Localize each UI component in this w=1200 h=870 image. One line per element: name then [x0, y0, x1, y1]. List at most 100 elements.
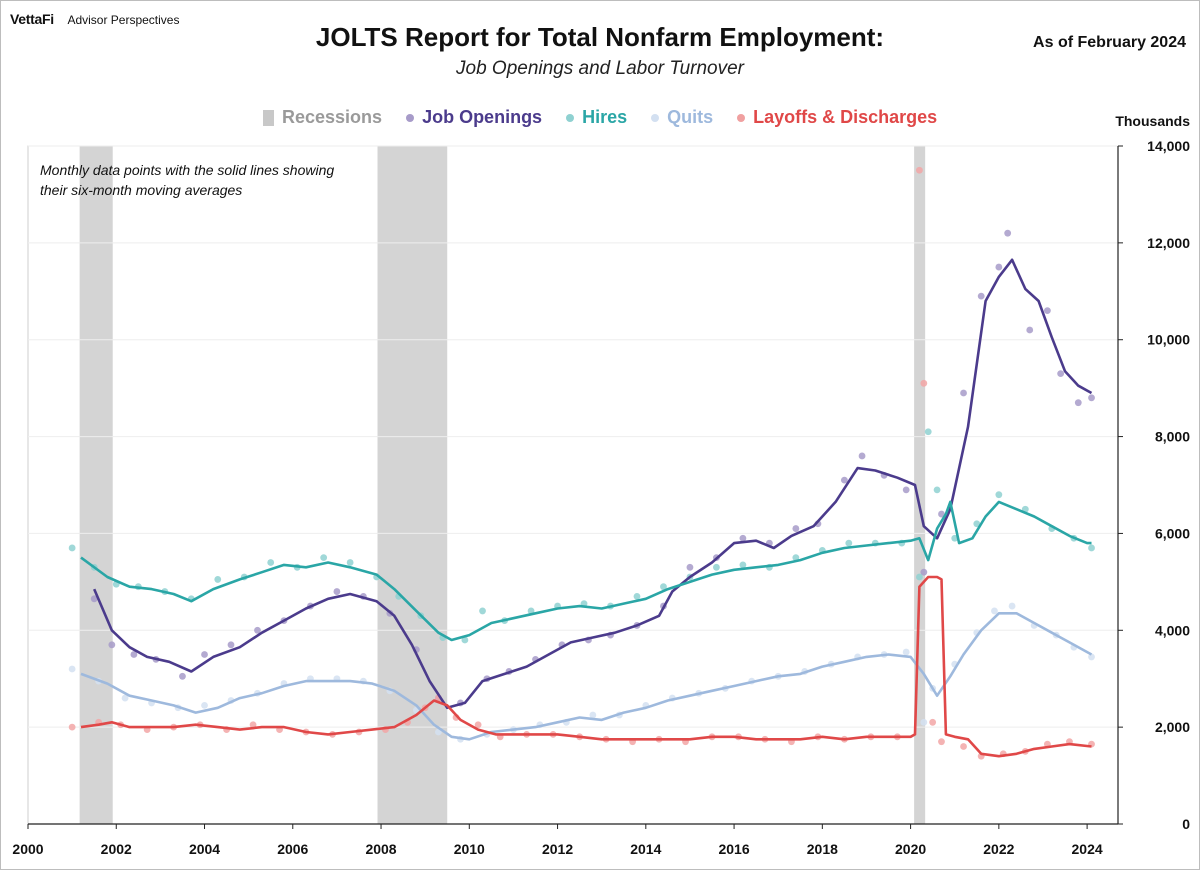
layoffs-discharges-point: [68, 723, 76, 731]
hires-point: [995, 491, 1003, 499]
hires-line: [80, 500, 1092, 642]
quits-point: [201, 701, 208, 709]
quits-point: [920, 718, 928, 726]
x-tick-label: 2024: [1072, 841, 1103, 857]
quits-point: [589, 711, 597, 719]
job-openings-point: [254, 626, 261, 634]
y-tick-label: 14,000: [1147, 138, 1190, 154]
quits-point: [1008, 602, 1016, 610]
hires-point: [713, 563, 720, 571]
job-openings-point: [201, 651, 208, 658]
hires-point: [739, 561, 747, 569]
job-openings-point: [1043, 307, 1051, 315]
x-tick-label: 2000: [12, 841, 43, 857]
vettafi-logo: VettaFi: [10, 11, 54, 27]
chart-subtitle: Job Openings and Labor Turnover: [456, 58, 744, 79]
brand: VettaFi Advisor Perspectives: [10, 11, 179, 27]
job-openings-point: [1088, 394, 1095, 402]
y-tick-label: 12,000: [1147, 235, 1190, 251]
chart-note: Monthly data points with the solid lines…: [40, 162, 335, 198]
job-openings-point: [739, 534, 747, 542]
quits-point: [1088, 653, 1095, 661]
y-tick-label: 4,000: [1155, 622, 1190, 638]
y-tick-label: 8,000: [1155, 429, 1190, 445]
job-openings-point: [1074, 399, 1082, 407]
hires-point: [633, 592, 641, 600]
recession-band-0: [79, 146, 113, 824]
job-openings-point: [108, 641, 116, 649]
quits-point: [68, 665, 76, 673]
hires-point: [214, 576, 222, 583]
job-openings-point: [686, 563, 694, 571]
legend-item-quits: Quits: [651, 107, 713, 128]
layoffs-discharges-point: [474, 721, 482, 729]
legend-label: Quits: [667, 107, 714, 127]
y-axis-units: Thousands: [1115, 113, 1190, 129]
y-tick-label: 2,000: [1155, 719, 1190, 735]
legend-label: Recessions: [282, 107, 383, 127]
hires-point: [461, 636, 469, 644]
x-tick-label: 2020: [895, 841, 926, 857]
job-openings-point: [179, 672, 186, 680]
job-openings-point: [333, 588, 341, 595]
job-openings-point: [792, 525, 800, 532]
legend-label: Hires: [582, 107, 628, 127]
legend-item-recessions: Recessions: [263, 107, 382, 128]
legend-item-job-openings: Job Openings: [406, 107, 542, 128]
hires-point: [479, 607, 486, 615]
hires-point: [792, 554, 800, 562]
job-openings-point: [840, 476, 848, 484]
as-of-date: As of February 2024: [1033, 34, 1186, 51]
job-openings-point: [1057, 370, 1065, 378]
layoffs-discharges-point: [938, 738, 945, 746]
job-openings-dot-icon: [406, 113, 415, 122]
job-openings-point: [995, 263, 1003, 271]
x-tick-label: 2022: [983, 841, 1014, 857]
legend-label: Job Openings: [422, 107, 543, 127]
job-openings-point: [902, 486, 910, 494]
recession-band-2: [914, 146, 926, 824]
job-openings-point: [977, 292, 985, 300]
job-openings-point: [960, 389, 967, 397]
hires-point: [267, 559, 275, 566]
y-tick-label: 10,000: [1147, 332, 1190, 348]
hires-point: [660, 583, 667, 591]
job-openings-point: [858, 452, 866, 460]
layoffs-discharges-line: [80, 575, 1092, 758]
recession-band-1: [377, 146, 448, 824]
layoffs-discharges-point: [960, 743, 967, 750]
quits-point: [121, 694, 129, 702]
layoffs-discharges-point: [920, 379, 928, 387]
hires-point: [320, 554, 328, 562]
x-tick-label: 2014: [630, 841, 661, 857]
hires-point: [845, 539, 853, 547]
y-tick-label: 0: [1182, 816, 1190, 832]
hires-point: [916, 573, 923, 581]
hires-point: [973, 520, 981, 528]
job-openings-point: [227, 641, 235, 649]
x-tick-label: 2012: [542, 841, 573, 857]
x-tick-label: 2006: [277, 841, 308, 857]
layoffs-dot-icon: [737, 113, 746, 122]
quits-dot-icon: [651, 113, 660, 122]
hires-point: [346, 559, 354, 566]
hires-point: [1088, 544, 1095, 552]
job-openings-point: [90, 595, 98, 603]
legend-item-hires: Hires: [566, 107, 627, 128]
x-tick-label: 2010: [454, 841, 485, 857]
legend-item-layoffs: Layoffs & Discharges: [737, 107, 937, 128]
quits-line: [80, 612, 1093, 741]
job-openings-point: [130, 651, 138, 658]
y-tick-label: 6,000: [1155, 525, 1190, 541]
hires-point: [924, 428, 932, 436]
chart-title: JOLTS Report for Total Nonfarm Employmen…: [315, 22, 885, 52]
hires-point: [933, 486, 941, 494]
recession-swatch-icon: [263, 109, 274, 126]
x-tick-label: 2016: [718, 841, 749, 857]
legend: Recessions Job Openings Hires Quits Layo…: [263, 107, 937, 128]
legend-label: Layoffs & Discharges: [753, 107, 938, 127]
job-openings-point: [920, 568, 928, 576]
x-tick-label: 2008: [365, 841, 396, 857]
x-tick-label: 2004: [189, 841, 220, 857]
job-openings-point: [1026, 326, 1034, 334]
